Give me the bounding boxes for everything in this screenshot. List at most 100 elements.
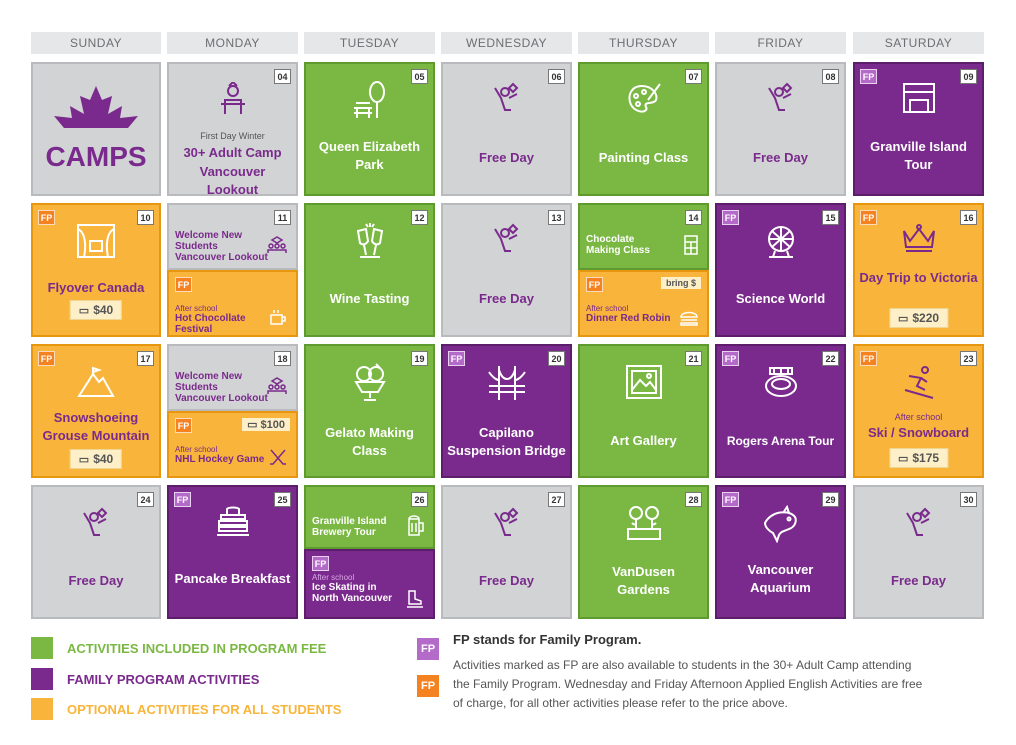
ticket-icon: ▭ bbox=[897, 313, 909, 325]
free-day-person-icon bbox=[905, 507, 930, 536]
price-tag: ▭ $175 bbox=[888, 448, 949, 468]
date-label: 20 bbox=[548, 351, 565, 366]
top-activity[interactable]: 18 Welcome New Students Vancouver Lookou… bbox=[167, 344, 298, 411]
top-title: Granville Island Brewery Tour bbox=[312, 516, 387, 538]
day-header-tuesday: TUESDAY bbox=[304, 32, 435, 54]
bottom-activity[interactable]: FP ▭ $100 After school NHL Hockey Game bbox=[167, 411, 298, 478]
day-cell-21[interactable]: 21 Art Gallery bbox=[578, 344, 709, 478]
date-label: 10 bbox=[137, 210, 154, 225]
cell-title: Free Day bbox=[891, 573, 946, 588]
fp-badge: FP bbox=[175, 277, 192, 292]
day-cell-08[interactable]: 08 Free Day bbox=[715, 62, 846, 196]
day-cell-14[interactable]: 14 Chocolate Making Class FP bring $ Aft… bbox=[578, 203, 709, 337]
palette-brush-icon bbox=[628, 83, 661, 113]
free-day-person-icon bbox=[493, 507, 518, 536]
date-label: 06 bbox=[548, 69, 565, 84]
day-cell-17[interactable]: FP 17 Snowshoeing Grouse Mountain ▭ $40 bbox=[31, 344, 161, 478]
cell-title: Gelato Making Class bbox=[325, 425, 414, 458]
price-value: $100 bbox=[260, 419, 285, 431]
dolphin-icon bbox=[763, 505, 797, 543]
park-bench-tree-icon bbox=[353, 81, 385, 118]
day-header-wednesday: WEDNESDAY bbox=[441, 32, 572, 54]
date-label: 26 bbox=[411, 492, 428, 507]
fp-legend-orange: FP bbox=[417, 675, 439, 697]
gelato-cup-icon bbox=[353, 363, 386, 401]
bottom-activity[interactable]: FP After school Ice Skating in North Van… bbox=[304, 549, 435, 619]
day-cell-13[interactable]: 13 Free Day bbox=[441, 203, 572, 337]
fp-note-body: Activities marked as FP are also availab… bbox=[453, 658, 923, 710]
cell-title: Rogers Arena Tour bbox=[726, 434, 835, 448]
day-cell-23[interactable]: FP 23 After school Ski / Snowboard ▭ $175 bbox=[853, 344, 984, 478]
cell-title: Vancouver Aquarium bbox=[747, 562, 814, 595]
day-cell-27[interactable]: 27 Free Day bbox=[441, 485, 572, 619]
ticket-icon: ▭ bbox=[897, 453, 909, 465]
fp-badge: FP bbox=[860, 210, 877, 225]
students-group-icon bbox=[267, 377, 287, 394]
cell-title: 30+ Adult Camp bbox=[183, 145, 282, 160]
day-cell-18[interactable]: 18 Welcome New Students Vancouver Lookou… bbox=[167, 344, 298, 478]
bottom-subtitle: After school bbox=[175, 304, 218, 313]
legend-swatch-green bbox=[31, 637, 53, 659]
date-label: 28 bbox=[685, 492, 702, 507]
fp-badge: FP bbox=[174, 492, 191, 507]
arena-icon bbox=[764, 367, 797, 397]
free-day-person-icon bbox=[83, 507, 108, 536]
date-label: 25 bbox=[274, 492, 291, 507]
ticket-icon: ▭ bbox=[78, 454, 90, 466]
cell-title: Science World bbox=[735, 291, 826, 306]
day-cell-29[interactable]: FP 29 Vancouver Aquarium bbox=[715, 485, 846, 619]
bottom-activity[interactable]: FP After school Hot Chocollate Festival bbox=[167, 270, 298, 337]
free-day-person-icon bbox=[767, 82, 792, 111]
day-cell-24[interactable]: 24 Free Day bbox=[31, 485, 161, 619]
price-value: $40 bbox=[93, 452, 114, 466]
day-cell-22[interactable]: FP 22 Rogers Arena Tour bbox=[715, 344, 846, 478]
day-cell-28[interactable]: 28 VanDusen Gardens bbox=[578, 485, 709, 619]
day-cell-06[interactable]: 06 Free Day bbox=[441, 62, 572, 196]
day-cell-30[interactable]: 30 Free Day bbox=[853, 485, 984, 619]
bottom-title: Ice Skating in North Vancouver bbox=[312, 582, 393, 605]
bottom-activity[interactable]: FP bring $ After school Dinner Red Robin bbox=[578, 270, 709, 337]
beer-mug-icon bbox=[408, 515, 424, 537]
day-cell-07[interactable]: 07 Painting Class bbox=[578, 62, 709, 196]
top-title: Welcome New Students bbox=[175, 371, 243, 393]
day-header-friday: FRIDAY bbox=[715, 32, 846, 54]
free-day-person-icon bbox=[493, 82, 518, 111]
day-cell-09[interactable]: FP 09 Granville Island Tour bbox=[853, 62, 984, 196]
day-cell-16[interactable]: FP 16 Day Trip to Victoria ▭ $220 bbox=[853, 203, 984, 337]
date-label: 11 bbox=[274, 210, 291, 225]
theater-stage-icon bbox=[77, 224, 115, 258]
top-title: Welcome New Students bbox=[175, 230, 243, 252]
day-cell-25[interactable]: FP 25 Pancake Breakfast bbox=[167, 485, 298, 619]
day-cell-19[interactable]: 19 Gelato Making Class bbox=[304, 344, 435, 478]
burger-icon bbox=[680, 311, 698, 326]
day-cell-05[interactable]: 05 Queen Elizabeth Park bbox=[304, 62, 435, 196]
date-label: 23 bbox=[960, 351, 977, 366]
day-cell-20[interactable]: FP 20 Capilano Suspension Bridge bbox=[441, 344, 572, 478]
cell-title: Free Day bbox=[753, 150, 808, 165]
fp-badge: FP bbox=[586, 277, 603, 292]
top-activity[interactable]: 11 Welcome New Students Vancouver Lookou… bbox=[167, 203, 298, 270]
price-tag: ▭ $100 bbox=[242, 418, 290, 431]
cell-title: Free Day bbox=[479, 150, 534, 165]
camps-logo-text: CAMPS bbox=[45, 141, 147, 172]
day-cell-26[interactable]: 26 Granville Island Brewery Tour FP Afte… bbox=[304, 485, 435, 619]
date-label: 24 bbox=[137, 492, 154, 507]
hockey-sticks-icon bbox=[270, 449, 286, 465]
bottom-title: Hot Chocollate Festival bbox=[175, 313, 246, 335]
day-cell-11[interactable]: 11 Welcome New Students Vancouver Lookou… bbox=[167, 203, 298, 337]
day-cell-04[interactable]: 04 First Day Winter 30+ Adult Camp Vanco… bbox=[167, 62, 298, 196]
day-cell-15[interactable]: FP 15 Science World bbox=[715, 203, 846, 337]
date-label: 22 bbox=[822, 351, 839, 366]
cell-subtitle: First Day Winter bbox=[200, 131, 265, 141]
day-cell-12[interactable]: 12 Wine Tasting bbox=[304, 203, 435, 337]
date-label: 08 bbox=[822, 69, 839, 84]
top-activity[interactable]: 14 Chocolate Making Class bbox=[578, 203, 709, 270]
bottom-subtitle: After school bbox=[586, 304, 629, 313]
price-tag: ▭ $40 bbox=[69, 300, 123, 320]
top-activity[interactable]: 26 Granville Island Brewery Tour bbox=[304, 485, 435, 550]
fp-badge: FP bbox=[860, 351, 877, 366]
price-value: $40 bbox=[93, 303, 114, 317]
cell-subtitle: After school bbox=[894, 412, 943, 422]
cell-title: Snowshoeing Grouse Mountain bbox=[42, 410, 150, 443]
day-cell-10[interactable]: FP 10 Flyover Canada ▭ $40 bbox=[31, 203, 161, 337]
